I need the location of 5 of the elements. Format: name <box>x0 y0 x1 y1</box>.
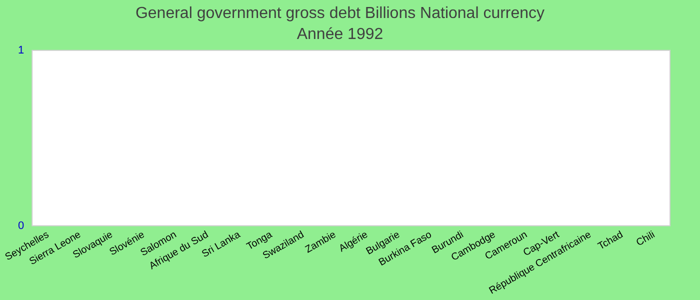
y-tick-label: 1 <box>18 44 24 56</box>
x-tick-label: Chili <box>634 229 657 249</box>
chart-title: General government gross debt Billions National currency <box>135 5 545 22</box>
chart-subtitle: Année 1992 <box>296 26 384 44</box>
y-tick-label: 0 <box>18 220 24 232</box>
